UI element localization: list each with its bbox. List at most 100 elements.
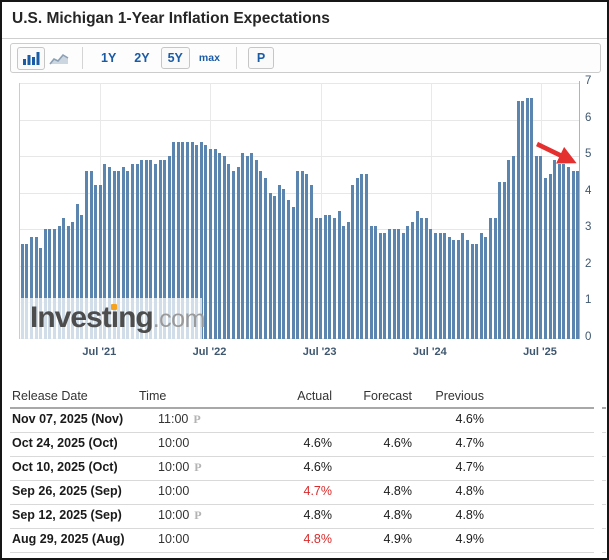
bar[interactable] [475,243,479,339]
bar[interactable] [567,167,571,339]
bar[interactable] [484,236,488,339]
bar[interactable] [374,225,378,339]
bar[interactable] [443,232,447,339]
bar[interactable] [158,159,162,339]
range-max-button[interactable]: max [194,48,225,68]
bar[interactable] [365,174,369,339]
bar[interactable] [511,156,515,339]
bar[interactable] [470,243,474,339]
bar[interactable] [57,225,61,339]
bar[interactable] [300,170,304,339]
bar[interactable] [34,236,38,339]
line-chart-type-button[interactable] [45,47,73,70]
bar[interactable] [493,218,497,339]
bar[interactable] [236,167,240,339]
bar[interactable] [309,185,313,339]
bar[interactable] [190,141,194,339]
bar[interactable] [438,232,442,339]
bar[interactable] [479,232,483,339]
bar[interactable] [117,170,121,339]
bar[interactable] [291,207,295,339]
bar[interactable] [388,229,391,339]
bar[interactable] [245,156,249,339]
bar[interactable] [355,178,359,339]
bar[interactable] [456,240,460,339]
bar[interactable] [153,163,157,339]
bar[interactable] [571,170,575,339]
bar[interactable] [378,232,382,339]
bar[interactable] [172,141,176,339]
bar[interactable] [369,225,373,339]
bar[interactable] [466,240,470,339]
range-2y-button[interactable]: 2Y [127,47,156,69]
bar[interactable] [121,167,125,339]
preliminary-filter-button[interactable]: P [247,47,275,69]
bar[interactable] [218,152,222,339]
bar[interactable] [85,170,89,339]
bar[interactable] [254,159,258,339]
bar[interactable] [39,247,43,339]
chart-plot-area[interactable] [19,83,580,339]
bar[interactable] [557,163,561,339]
bar[interactable] [103,163,107,339]
bar[interactable] [20,243,24,339]
bar[interactable] [433,232,437,339]
bar[interactable] [48,229,52,339]
bar[interactable] [544,178,548,339]
bar[interactable] [410,222,414,339]
bar[interactable] [397,229,401,339]
bar[interactable] [94,185,98,339]
bar[interactable] [534,156,538,339]
bar[interactable] [488,218,492,339]
bar[interactable] [108,167,111,339]
bar[interactable] [539,156,543,339]
bar[interactable] [323,214,327,339]
bar[interactable] [507,159,511,339]
bar[interactable] [149,159,153,339]
bar[interactable] [392,229,396,339]
bar[interactable] [71,222,75,339]
bar[interactable] [89,170,93,339]
bar[interactable] [562,163,566,339]
bar[interactable] [181,141,185,339]
bar-chart-type-button[interactable] [17,46,45,70]
bar[interactable] [521,101,525,339]
bar[interactable] [208,148,212,339]
bar[interactable] [29,236,33,339]
bar[interactable] [213,148,217,339]
bar[interactable] [420,218,424,339]
bar[interactable] [268,192,272,339]
bar[interactable] [553,159,557,339]
bar[interactable] [314,218,318,339]
bar[interactable] [332,218,336,339]
bar[interactable] [351,185,355,339]
table-scrollbar-gutter[interactable] [594,407,602,553]
bar[interactable] [66,225,70,339]
bar[interactable] [199,141,203,339]
bar[interactable] [25,243,29,339]
bar[interactable] [498,181,502,339]
bar[interactable] [342,225,346,339]
bar[interactable] [360,174,364,339]
bar[interactable] [259,170,263,339]
bar[interactable] [461,232,465,339]
bar[interactable] [452,240,456,339]
bar[interactable] [383,232,387,339]
bar[interactable] [112,170,116,339]
bar[interactable] [346,222,350,339]
bar[interactable] [287,200,291,339]
bar[interactable] [241,152,245,339]
bar[interactable] [576,170,580,339]
bar[interactable] [80,214,84,339]
bar[interactable] [176,141,180,339]
bar[interactable] [328,214,332,339]
bar[interactable] [186,141,190,339]
bar[interactable] [277,185,281,339]
bar[interactable] [525,97,529,339]
bar[interactable] [429,229,433,339]
bar[interactable] [264,178,268,339]
bar[interactable] [204,145,208,339]
bar[interactable] [231,170,235,339]
bar[interactable] [52,229,56,339]
bar[interactable] [135,163,139,339]
